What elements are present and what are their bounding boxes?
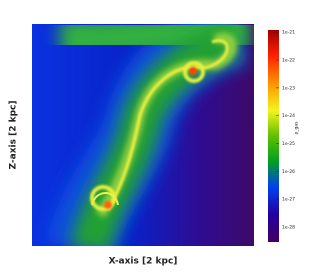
density-image: [32, 24, 254, 246]
colorbar-tick-label: 1e-28: [282, 225, 295, 231]
colorbar-tick-label: 1e-24: [282, 113, 295, 119]
x-axis-label: X-axis [2 kpc]: [109, 257, 178, 267]
colorbar-tick-label: 1e-25: [282, 141, 295, 147]
y-axis-label: Z-axis [2 kpc]: [9, 101, 19, 170]
colorbar-label: ρ_gas: [295, 121, 300, 135]
colorbar-tick-label: 1e-23: [282, 85, 295, 91]
colorbar-tick-label: 1e-26: [282, 169, 295, 175]
chart: X-axis [2 kpc] Z-axis [2 kpc] ρ_gas 1e-2…: [9, 24, 300, 267]
colorbar-tick-label: 1e-21: [282, 30, 295, 36]
colorbar-tick-label: 1e-22: [282, 58, 295, 64]
colorbar: [268, 30, 279, 242]
colorbar-tick-label: 1e-27: [282, 197, 295, 203]
